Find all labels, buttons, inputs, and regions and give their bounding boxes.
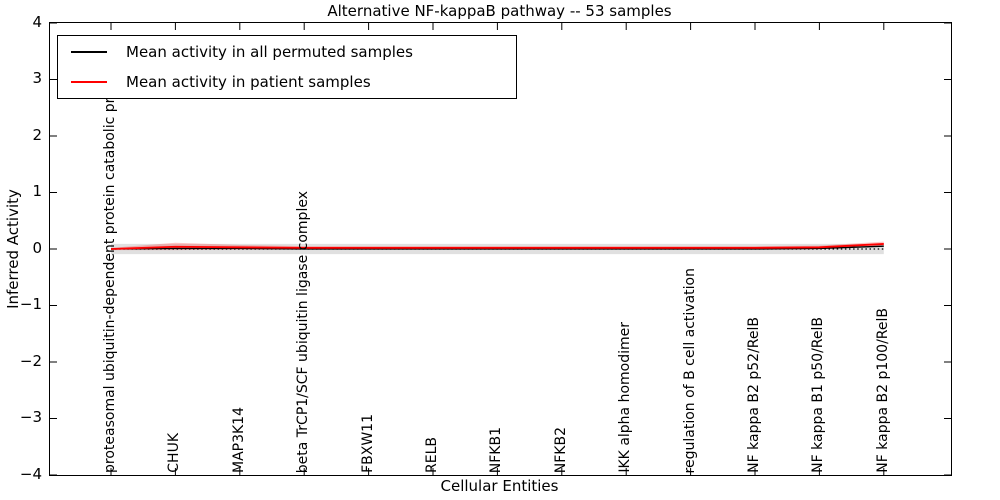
y-tick-label: 2: [32, 125, 42, 144]
y-tick-label: 4: [32, 12, 42, 31]
y-tick-label: −3: [19, 408, 42, 426]
x-tick-label: NF kappa B1 p50/RelB: [810, 317, 827, 473]
x-tick-label: beta TrCP1/SCF ubiquitin ligase complex: [295, 190, 312, 473]
x-tick-label: NFKB1: [488, 426, 505, 473]
y-tick-label: 3: [32, 69, 42, 87]
x-tick-label: MAP3K14: [230, 406, 247, 473]
legend-entry: Mean activity in patient samples: [58, 68, 516, 95]
x-tick-label: proteasomal ubiquitin-dependent protein …: [102, 98, 118, 473]
chart-canvas: [50, 23, 951, 475]
chart-title: Alternative NF-kappaB pathway -- 53 samp…: [327, 2, 672, 20]
permuted-line-sample-icon: [71, 51, 107, 54]
x-tick-label: NFKB2: [552, 426, 569, 473]
x-tick-label: CHUK: [166, 433, 183, 473]
legend-label: Mean activity in patient samples: [126, 72, 371, 91]
y-tick-label: 1: [32, 182, 42, 200]
legend: Mean activity in all permuted samples Me…: [57, 35, 517, 99]
patient-line-sample-icon: [71, 80, 107, 83]
x-tick-label: NF kappa B2 p100/RelB: [874, 308, 891, 473]
x-tick-label: NF kappa B2 p52/RelB: [746, 317, 762, 473]
patient-mean-line: [110, 243, 884, 250]
legend-entry: Mean activity in all permuted samples: [58, 39, 516, 66]
legend-label: Mean activity in all permuted samples: [126, 43, 413, 62]
y-tick-label: −4: [19, 464, 42, 483]
x-tick-label: FBXW11: [359, 414, 376, 473]
y-tick-label: −1: [19, 295, 42, 313]
y-tick-label: 0: [32, 238, 42, 257]
x-tick-label: regulation of B cell activation: [681, 267, 698, 473]
y-tick-label: −2: [19, 351, 42, 370]
x-axis-label: Cellular Entities: [440, 477, 559, 495]
x-tick-label: IKK alpha homodimer: [617, 322, 634, 473]
permuted-mean-line: [110, 245, 884, 250]
x-tick-label: RELB: [424, 437, 440, 473]
